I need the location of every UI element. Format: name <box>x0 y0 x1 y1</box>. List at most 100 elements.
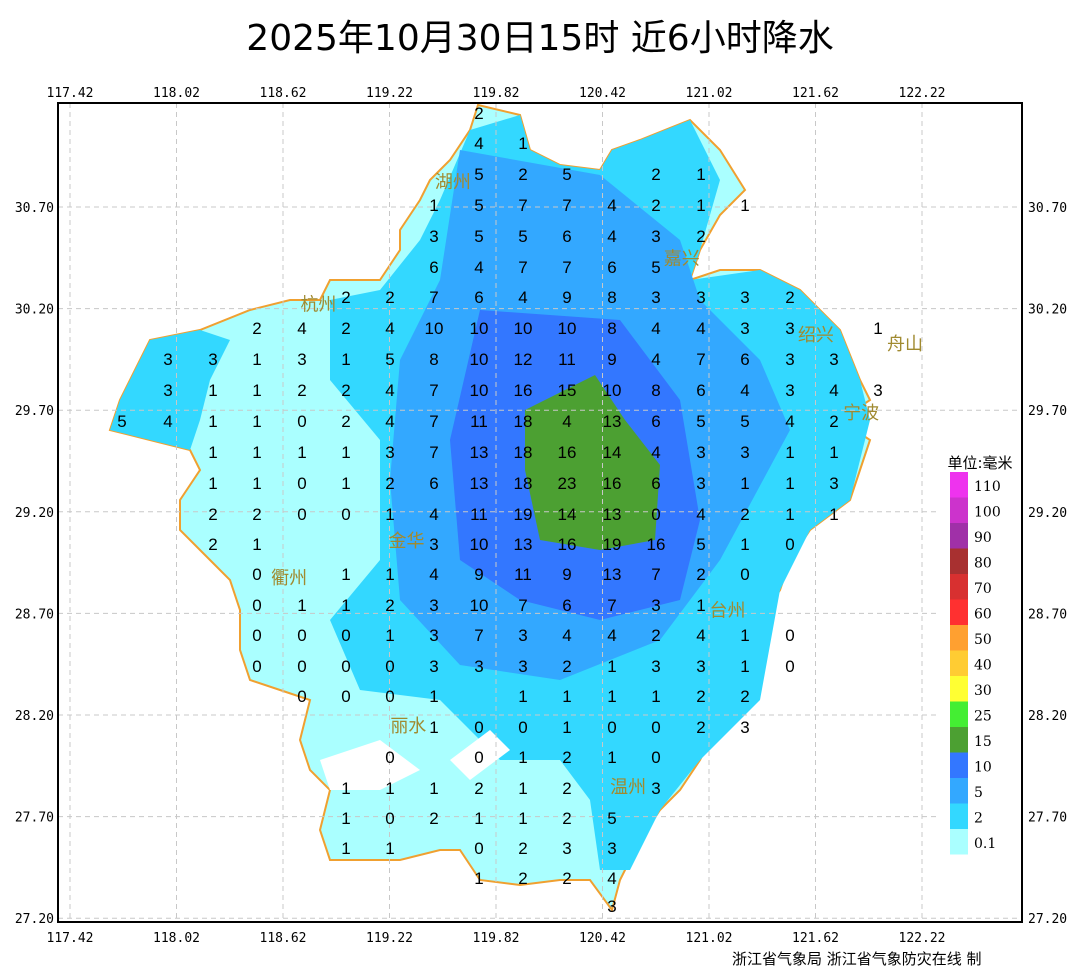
map-frame <box>57 102 1023 923</box>
station-value: 2 <box>829 412 838 431</box>
station-value: 0 <box>785 535 794 554</box>
station-value: 2 <box>785 288 794 307</box>
city-label: 温州 <box>610 777 646 798</box>
lon-tick-bottom: 119.82 <box>473 931 520 946</box>
station-value: 1 <box>385 565 394 584</box>
station-value: 8 <box>607 288 616 307</box>
legend-swatch <box>950 599 968 625</box>
lon-tick-top: 119.82 <box>473 86 520 101</box>
station-value: 1 <box>518 748 527 767</box>
station-value: 0 <box>252 565 261 584</box>
station-value: 2 <box>518 839 527 858</box>
legend-swatch <box>950 497 968 523</box>
station-value: 23 <box>558 474 577 493</box>
station-value: 1 <box>829 443 838 462</box>
city-label: 衢州 <box>271 568 307 589</box>
station-value: 0 <box>474 839 483 858</box>
station-value: 3 <box>429 227 438 246</box>
station-value: 1 <box>829 505 838 524</box>
legend-swatch <box>950 523 968 549</box>
station-value: 19 <box>603 535 622 554</box>
station-value: 7 <box>562 196 571 215</box>
lat-tick-right: 27.20 <box>1028 912 1067 927</box>
station-value: 5 <box>696 535 705 554</box>
station-value: 5 <box>385 350 394 369</box>
station-value: 2 <box>696 718 705 737</box>
station-value: 1 <box>429 196 438 215</box>
city-label: 杭州 <box>300 295 336 316</box>
station-value: 8 <box>651 381 660 400</box>
legend-swatch <box>950 548 968 574</box>
station-value: 1 <box>474 809 483 828</box>
lat-tick-left: 29.70 <box>15 404 54 419</box>
station-value: 3 <box>785 350 794 369</box>
station-value: 3 <box>607 897 616 916</box>
lat-tick-left: 27.70 <box>15 811 54 826</box>
legend-label: 90 <box>974 530 992 546</box>
lon-tick-bottom: 121.62 <box>792 931 839 946</box>
station-value: 4 <box>474 134 483 153</box>
lon-tick-top: 120.42 <box>579 86 626 101</box>
lat-tick-right: 29.70 <box>1028 404 1067 419</box>
station-value: 3 <box>740 319 749 338</box>
legend-label: 110 <box>974 479 1001 495</box>
legend-swatch <box>950 650 968 676</box>
station-value: 0 <box>341 657 350 676</box>
station-value: 16 <box>514 381 533 400</box>
city-label: 舟山 <box>887 334 923 355</box>
station-value: 10 <box>603 381 622 400</box>
station-value: 1 <box>429 718 438 737</box>
station-value: 13 <box>470 474 489 493</box>
station-value: 1 <box>208 443 217 462</box>
station-value: 5 <box>696 412 705 431</box>
station-value: 3 <box>518 626 527 645</box>
station-value: 0 <box>252 626 261 645</box>
station-value: 1 <box>785 474 794 493</box>
station-value: 2 <box>562 779 571 798</box>
station-value: 4 <box>429 505 438 524</box>
station-value: 0 <box>297 474 306 493</box>
station-value: 10 <box>470 596 489 615</box>
legend-swatch <box>950 803 968 829</box>
station-value: 1 <box>429 687 438 706</box>
legend-label: 30 <box>974 683 992 699</box>
legend-label: 50 <box>974 632 992 648</box>
station-value: 3 <box>740 718 749 737</box>
station-value: 1 <box>297 443 306 462</box>
station-value: 9 <box>562 288 571 307</box>
station-value: 3 <box>429 596 438 615</box>
legend-label: 0.1 <box>974 836 996 852</box>
station-value: 18 <box>514 443 533 462</box>
station-value: 3 <box>163 381 172 400</box>
station-value: 2 <box>474 104 483 123</box>
legend-swatch <box>950 778 968 804</box>
station-value: 3 <box>696 657 705 676</box>
station-value: 4 <box>696 626 705 645</box>
station-value: 2 <box>341 319 350 338</box>
station-value: 2 <box>562 657 571 676</box>
station-value: 1 <box>740 626 749 645</box>
station-value: 4 <box>429 565 438 584</box>
station-value: 1 <box>252 412 261 431</box>
station-value: 0 <box>252 596 261 615</box>
city-label: 丽水 <box>390 716 426 737</box>
lon-tick-bottom: 122.22 <box>899 931 946 946</box>
station-value: 5 <box>474 227 483 246</box>
station-value: 4 <box>385 412 394 431</box>
station-value: 2 <box>474 779 483 798</box>
lon-tick-bottom: 118.62 <box>260 931 307 946</box>
station-value: 13 <box>603 412 622 431</box>
station-value: 4 <box>785 412 794 431</box>
station-value: 3 <box>651 288 660 307</box>
station-value: 4 <box>696 319 705 338</box>
station-value: 2 <box>562 748 571 767</box>
station-value: 2 <box>518 869 527 888</box>
lon-tick-top: 118.62 <box>260 86 307 101</box>
station-value: 4 <box>651 319 660 338</box>
station-value: 0 <box>785 626 794 645</box>
station-value: 0 <box>385 657 394 676</box>
station-value: 3 <box>696 443 705 462</box>
station-value: 2 <box>297 381 306 400</box>
credit-text: 浙江省气象局 浙江省气象防灾在线 制 <box>732 950 982 968</box>
